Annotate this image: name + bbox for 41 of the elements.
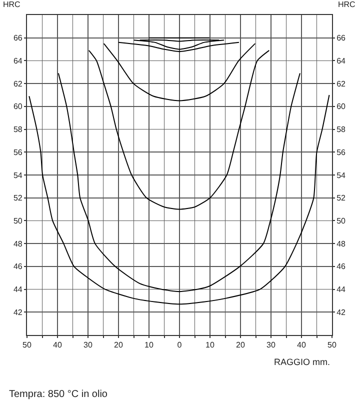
y2-tick-label: 46 xyxy=(336,262,346,272)
x-tick-label: 40 xyxy=(53,340,62,350)
y2-tick-label: 42 xyxy=(336,308,346,317)
y2-tick-label: 52 xyxy=(336,194,346,203)
y-tick-label: 42 xyxy=(13,308,23,317)
x-tick-label: 50 xyxy=(328,340,337,350)
y-tick-label: 48 xyxy=(13,239,23,248)
y-tick-label: 56 xyxy=(13,148,23,157)
y-tick-label: 44 xyxy=(13,285,23,294)
y2-tick-label: 58 xyxy=(336,125,346,134)
x-tick-label: 10 xyxy=(144,340,154,350)
x-tick-label: 0 xyxy=(177,340,182,350)
y-tick-label: 52 xyxy=(13,194,23,203)
x-tick-label: 20 xyxy=(114,340,124,350)
x-tick-label: 10 xyxy=(206,340,215,350)
y-tick-label: 60 xyxy=(13,102,23,112)
y2-tick-label: 54 xyxy=(336,170,346,180)
y-axis-title: HRC xyxy=(3,0,21,9)
y2-tick-label: 64 xyxy=(336,56,346,66)
text: Tempra: 850 °C in olio xyxy=(9,389,108,400)
x-tick-label: 30 xyxy=(266,340,276,350)
y-tick-label: 64 xyxy=(13,56,23,66)
x-tick-label: 20 xyxy=(236,340,246,350)
y-tick-label: 46 xyxy=(13,262,23,272)
y2-tick-label: 56 xyxy=(336,148,346,157)
y-tick-label: 62 xyxy=(13,79,23,88)
y-tick-label: 54 xyxy=(13,170,23,180)
y2-tick-label: 44 xyxy=(336,285,346,294)
y-tick-label: 66 xyxy=(13,34,23,43)
y2-axis-title: HRC xyxy=(338,0,356,9)
y2-tick-label: 48 xyxy=(336,239,346,248)
y-tick-label: 50 xyxy=(13,216,23,226)
x-axis-title: RAGGIO mm. xyxy=(274,357,330,367)
x-tick-label: 50 xyxy=(22,340,32,350)
y2-tick-label: 62 xyxy=(336,79,346,88)
y-tick-label: 58 xyxy=(13,125,23,134)
y2-tick-label: 50 xyxy=(336,216,346,226)
y2-tick-label: 60 xyxy=(336,102,346,112)
x-tick-label: 40 xyxy=(297,340,306,350)
y2-tick-label: 66 xyxy=(336,34,346,43)
x-tick-label: 30 xyxy=(84,340,93,350)
